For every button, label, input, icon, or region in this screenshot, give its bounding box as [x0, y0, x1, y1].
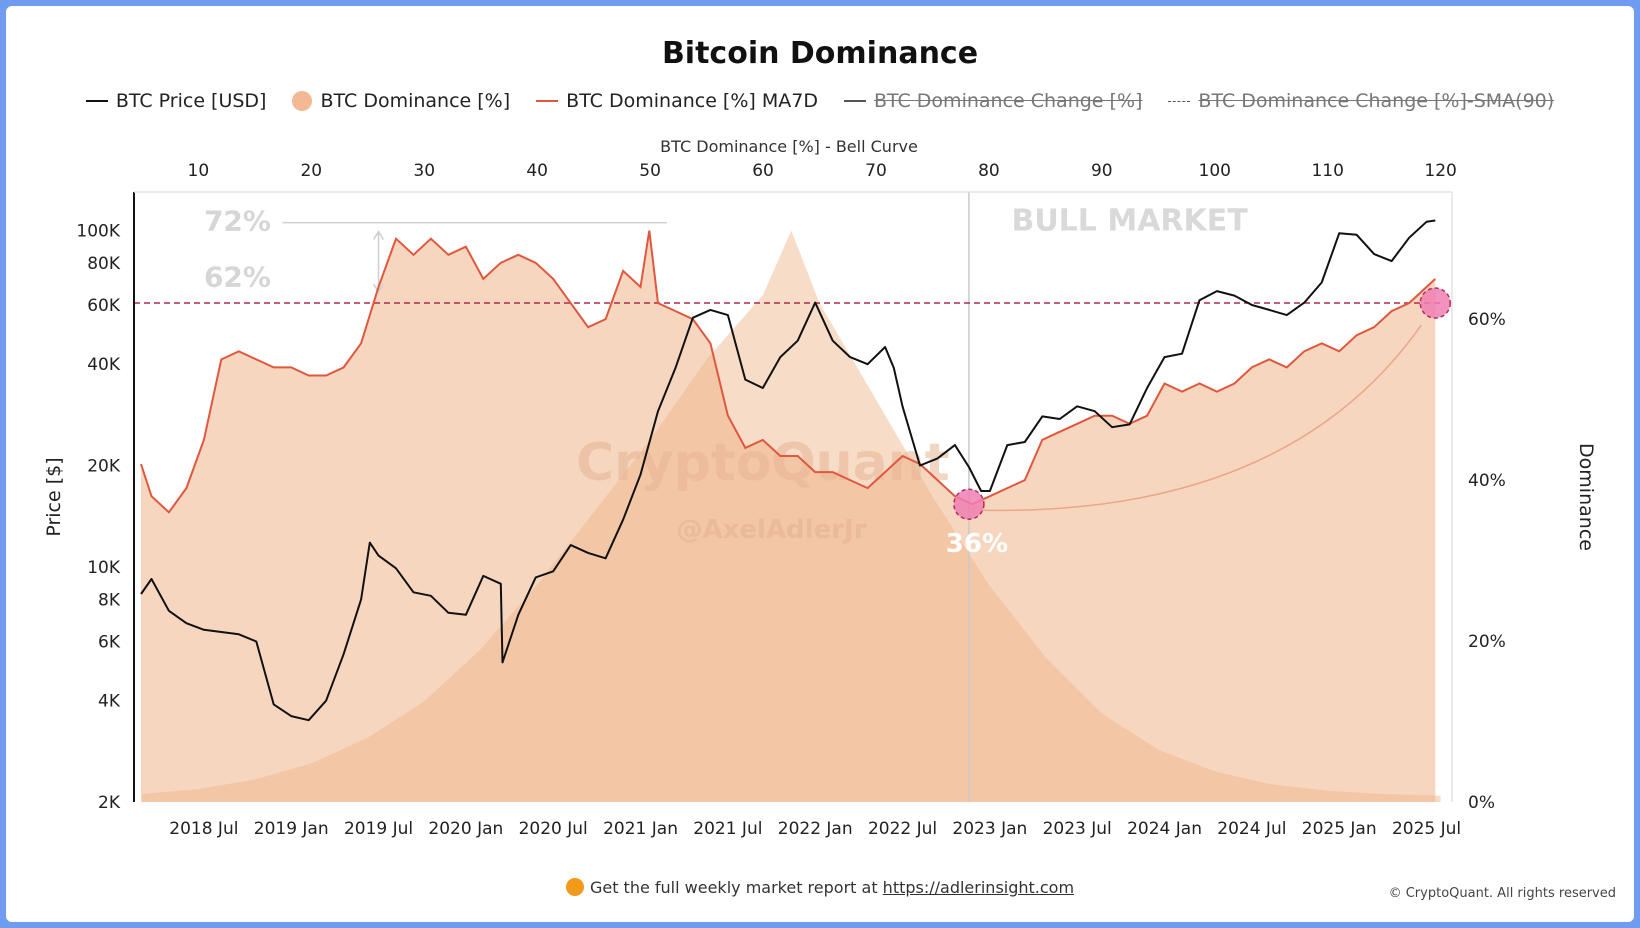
- top-tick-label: 90: [1091, 161, 1113, 181]
- legend-label: BTC Price [USD]: [115, 90, 267, 112]
- y-right-tick-label: 40%: [1468, 471, 1506, 491]
- x-tick-label: 2022 Jan: [778, 819, 853, 839]
- label-36-percent: 36%: [946, 529, 1008, 559]
- y-left-axis-title: Price [$]: [43, 457, 65, 536]
- dominance-ma-layer: [140, 230, 1436, 514]
- x-tick-label: 2021 Jan: [603, 819, 678, 839]
- x-tick-label: 2023 Jul: [1043, 819, 1112, 839]
- top-tick-label: 100: [1199, 161, 1231, 181]
- top-tick-label: 110: [1311, 161, 1343, 181]
- x-tick-label: 2020 Jul: [519, 819, 588, 839]
- top-tick-label: 30: [413, 161, 435, 181]
- marker-layer: 36%: [946, 287, 1452, 559]
- chart-plot: 72%62%BULL MARKETCryptoQuant@AxelAdlerJr…: [43, 137, 1597, 839]
- x-tick-label: 2018 Jul: [169, 819, 238, 839]
- top-tick-label: 60: [752, 161, 774, 181]
- x-tick-label: 2021 Jul: [693, 819, 762, 839]
- bitcoin-coin-icon: [565, 878, 584, 896]
- dominance-ma7d-line: [140, 230, 1436, 514]
- low-marker: [953, 488, 985, 520]
- legend-label: BTC Dominance Change [%]-SMA(90): [1198, 90, 1555, 112]
- footer: Get the full weekly market report at htt…: [6, 878, 1634, 897]
- legend-label: BTC Dominance [%]: [320, 90, 511, 112]
- top-tick-label: 50: [639, 161, 661, 181]
- x-tick-label: 2025 Jan: [1302, 819, 1377, 839]
- y-right-tick-label: 20%: [1468, 632, 1506, 652]
- top-axis-title: BTC Dominance [%] - Bell Curve: [660, 137, 918, 156]
- y-left-tick-label: 6K: [98, 632, 121, 652]
- x-tick-label: 2019 Jan: [254, 819, 329, 839]
- top-tick-label: 40: [526, 161, 548, 181]
- trend-arc: [980, 324, 1422, 512]
- y-left-tick-label: 40K: [87, 355, 121, 375]
- legend-item-btc-dominance-ma7d[interactable]: BTC Dominance [%] MA7D: [536, 90, 818, 112]
- dominance-area-layer: [141, 230, 1436, 803]
- footer-text: Get the full weekly market report at: [589, 878, 883, 897]
- top-tick-label: 10: [188, 161, 210, 181]
- y-left-tick-label: 20K: [87, 457, 121, 477]
- chart-title: Bitcoin Dominance: [661, 36, 979, 71]
- arrow-up-icon: [372, 230, 385, 240]
- btc-price-line: [140, 219, 1436, 722]
- y-left-tick-label: 80K: [87, 254, 121, 274]
- top-tick-label: 120: [1424, 161, 1456, 181]
- watermark-author: @AxelAdlerJr: [677, 515, 867, 545]
- legend-item-btc-dominance[interactable]: BTC Dominance [%]: [292, 90, 510, 112]
- arrow-down-icon: [372, 283, 385, 294]
- legend-swatch-dominance: [292, 91, 313, 111]
- legend-item-dominance-change-sma90[interactable]: BTC Dominance Change [%]-SMA(90): [1168, 90, 1554, 112]
- y-right-axis-title: Dominance: [1575, 443, 1597, 551]
- x-tick-label: 2024 Jul: [1217, 819, 1286, 839]
- y-left-tick-label: 2K: [98, 793, 121, 813]
- legend-swatch-ma7d: [536, 100, 559, 102]
- y-left-tick-label: 8K: [98, 590, 121, 610]
- label-62-percent: 62%: [204, 260, 271, 293]
- copyright: © CryptoQuant. All rights reserved: [1388, 886, 1616, 901]
- x-tick-label: 2024 Jan: [1127, 819, 1202, 839]
- legend-item-dominance-change[interactable]: BTC Dominance Change [%]: [843, 90, 1143, 112]
- legend-swatch-btc-price: [85, 100, 108, 102]
- top-tick-label: 20: [300, 161, 322, 181]
- x-tick-label: 2020 Jan: [428, 819, 503, 839]
- top-tick-label: 70: [865, 161, 887, 181]
- x-tick-label: 2025 Jul: [1392, 819, 1461, 839]
- current-marker: [1419, 287, 1452, 319]
- price-layer: [140, 219, 1436, 722]
- bull-market-label: BULL MARKET: [1011, 204, 1248, 239]
- y-left-tick-label: 10K: [87, 558, 121, 578]
- legend-item-btc-price[interactable]: BTC Price [USD]: [85, 90, 267, 112]
- footer-link[interactable]: https://adlerinsight.com: [882, 878, 1075, 897]
- legend: BTC Price [USD] BTC Dominance [%] BTC Do…: [6, 90, 1634, 112]
- x-tick-label: 2022 Jul: [868, 819, 937, 839]
- legend-swatch-sma90: [1168, 100, 1191, 102]
- y-right-tick-label: 0%: [1468, 793, 1495, 813]
- legend-swatch-change: [843, 100, 866, 102]
- legend-label: BTC Dominance [%] MA7D: [566, 90, 818, 112]
- y-right-tick-label: 60%: [1468, 310, 1506, 330]
- axes-layer: 2K 4K 6K 8K 10K 20K 40K 60K 80K 100K 0% 20% 40% 60% 20…: [43, 137, 1597, 839]
- top-tick-label: 80: [978, 161, 1000, 181]
- legend-label: BTC Dominance Change [%]: [873, 90, 1143, 112]
- y-left-tick-label: 60K: [87, 296, 121, 316]
- y-left-tick-label: 100K: [76, 221, 120, 241]
- x-tick-label: 2019 Jul: [344, 819, 413, 839]
- label-72-percent: 72%: [204, 205, 271, 238]
- y-left-tick-label: 4K: [98, 692, 121, 712]
- dominance-area: [141, 230, 1436, 803]
- chart-card: Bitcoin Dominance BTC Price [USD] BTC Do…: [6, 6, 1634, 922]
- x-tick-label: 2023 Jan: [952, 819, 1027, 839]
